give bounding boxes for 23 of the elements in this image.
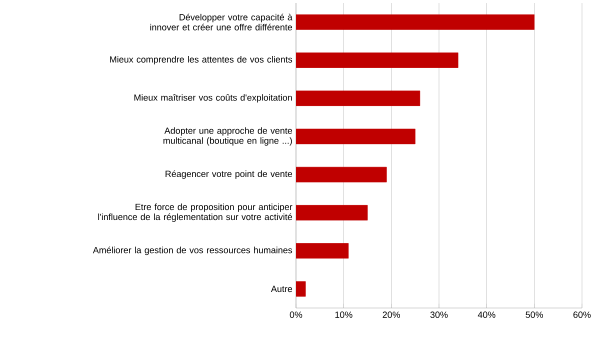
y-tick-label: Mieux maîtriser vos coûts d'exploitation xyxy=(134,94,292,103)
y-tick-label: Adopter une approche de vente multicanal (boutique en ligne ...) xyxy=(163,127,292,146)
y-tick-label: Etre force de proposition pour anticiper l'influence de la réglementation sur votre activité xyxy=(98,203,292,222)
bar xyxy=(296,14,535,30)
x-tick-label: 60% xyxy=(573,312,591,318)
x-tick-label: 20% xyxy=(382,312,400,318)
bar xyxy=(296,204,368,220)
bar xyxy=(296,90,420,106)
y-tick-label: Développer votre capacité à innover et créer une offre différente xyxy=(150,14,292,30)
x-tick-label: 40% xyxy=(478,312,496,318)
x-tick-label: 0% xyxy=(290,312,302,318)
bar xyxy=(296,281,306,297)
x-tick-label: 50% xyxy=(526,312,544,318)
y-tick-label: Réagencer votre point de vente xyxy=(166,170,292,179)
x-tick-label: 10% xyxy=(335,312,352,318)
y-tick-label: Autre xyxy=(270,286,292,292)
bar xyxy=(296,243,349,259)
bar xyxy=(296,166,387,182)
y-tick-label: Mieux comprendre les attentes de vos clients xyxy=(110,56,292,64)
x-tick-label: 30% xyxy=(430,312,448,318)
bar xyxy=(296,128,416,144)
bar xyxy=(296,52,458,68)
y-tick-label: Améliorer la gestion de vos ressources humaines xyxy=(92,246,292,256)
